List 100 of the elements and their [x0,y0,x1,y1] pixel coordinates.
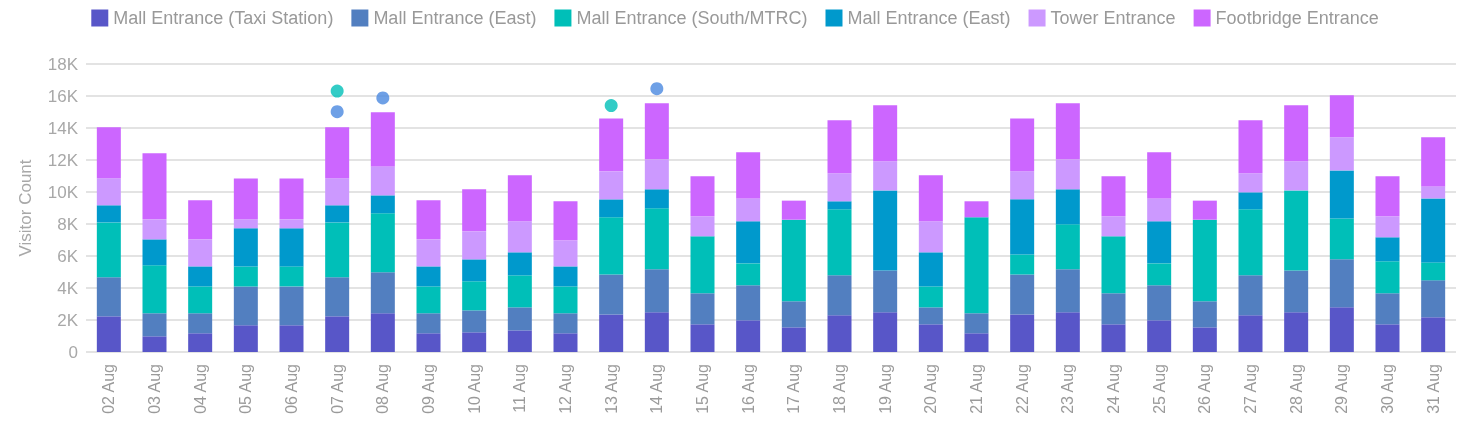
legend-label: Footbridge Entrance [1215,8,1379,28]
bar [1055,189,1080,225]
bar [507,275,532,308]
bar [553,266,578,287]
bar [188,313,213,334]
bar [1147,320,1172,352]
bar [599,118,624,172]
bar [188,200,213,240]
x-tick-label: 31 Aug [1424,364,1442,414]
x-tick-label: 11 Aug [511,364,529,413]
bar [142,239,167,266]
legend-label: Mall Entrance (East) [847,8,1011,28]
bar [599,199,624,218]
bar [918,307,943,325]
bar [462,259,487,282]
bar [1147,198,1172,222]
bar [1421,280,1446,318]
bar [279,178,304,220]
bar [736,285,761,321]
bar [873,312,898,352]
x-tick-label: 03 Aug [146,364,163,414]
bar [1421,262,1446,281]
bar [1010,118,1035,172]
bar [370,272,395,314]
x-tick-label: 14 Aug [648,364,666,414]
bar [416,333,441,352]
bar [1329,218,1354,260]
bar [325,205,350,223]
bar [690,324,715,352]
bar [1284,190,1309,271]
bar [1192,327,1217,352]
bar [507,252,532,276]
bar [1329,170,1354,219]
bar [553,240,578,267]
bar [690,236,715,294]
bar [462,310,487,333]
bar [1010,199,1035,255]
bar [142,313,167,337]
bar [1238,173,1263,193]
y-tick-label: 2K [57,310,79,330]
y-tick-label: 14K [47,118,79,138]
bar [233,286,258,326]
bar [96,316,121,352]
x-tick-label: 08 Aug [374,364,392,414]
bar [1055,159,1080,190]
bar [325,277,350,317]
x-tick-label: 02 Aug [100,364,118,414]
bar [142,153,167,220]
x-tick-label: 18 Aug [831,364,848,414]
bar [233,266,258,287]
bar [279,286,304,326]
bar [1284,312,1309,352]
bar [1147,285,1172,321]
bar [233,219,258,229]
bar [1238,315,1263,352]
bar [188,239,213,267]
bar [964,313,989,334]
bar [736,221,761,264]
x-tick-label: 22 Aug [1013,364,1031,414]
legend-label: Mall Entrance (South/MTRC) [576,8,808,28]
y-tick-label: 8K [57,214,79,234]
bar [1375,176,1400,217]
bar [96,178,121,206]
bar [827,315,852,352]
x-tick-label: 21 Aug [968,364,985,414]
bar [1329,95,1354,138]
bar [1238,192,1263,210]
y-axis-title: Visitor Count [16,159,35,257]
bar [1238,120,1263,174]
bar [462,231,487,260]
bar [599,217,624,275]
bar [690,216,715,237]
bar [1375,216,1400,238]
bar [325,127,350,179]
bar [1010,171,1035,200]
bar [1010,314,1035,352]
legend-label: Tower Entrance [1050,8,1176,28]
bar [873,190,898,271]
bar [1329,137,1354,171]
x-tick-label: 15 Aug [694,364,711,414]
bar [233,228,258,267]
bar [873,270,898,313]
bar [96,222,121,278]
bar [1284,105,1309,162]
bar [918,324,943,352]
bar [1101,236,1126,294]
x-tick-label: 24 Aug [1105,364,1122,414]
bar [1192,200,1217,220]
bar [644,103,669,160]
bar [96,127,121,179]
bar [918,252,943,287]
bar [644,312,669,352]
bar [1375,293,1400,325]
y-tick-label: 6K [57,246,79,266]
bar [1375,324,1400,352]
bar [462,332,487,352]
bar [644,208,669,270]
legend-label: Mall Entrance (East) [373,8,537,28]
bar [1329,307,1354,352]
bar [1329,259,1354,308]
